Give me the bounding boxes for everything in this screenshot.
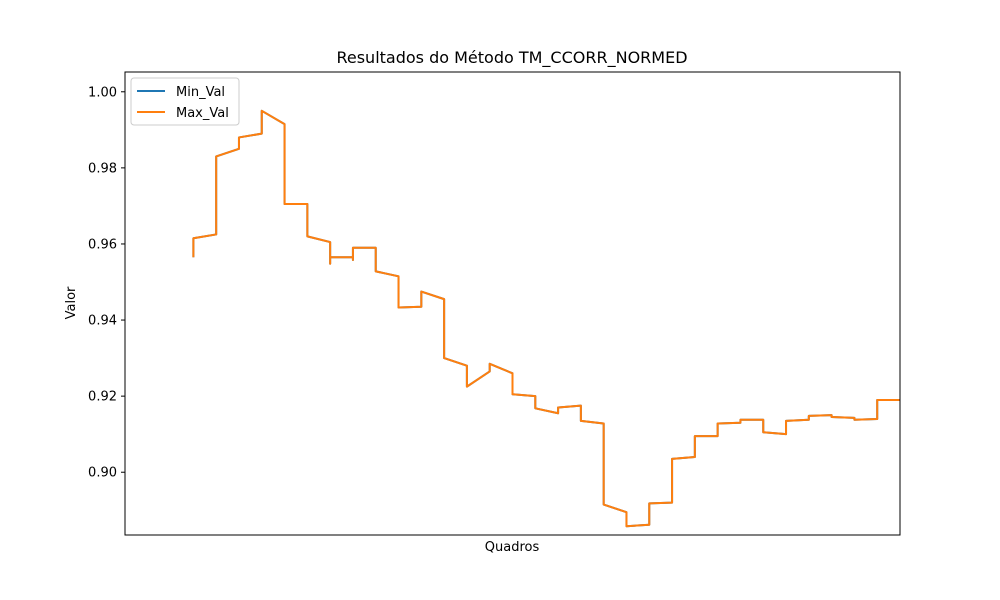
y-tick-label: 0.94 bbox=[88, 314, 117, 329]
plot-frame bbox=[124, 71, 901, 536]
x-axis-label: Quadros bbox=[485, 540, 540, 555]
legend-box bbox=[130, 77, 240, 126]
legend-label-min-val: Min_Val bbox=[176, 85, 225, 100]
series-layer bbox=[192, 109, 900, 528]
y-tick-label: 0.90 bbox=[88, 466, 117, 481]
y-tick-label: 0.98 bbox=[88, 161, 117, 176]
y-tick-label: 0.92 bbox=[88, 390, 117, 405]
chart-title: Resultados do Método TM_CCORR_NORMED bbox=[336, 48, 687, 68]
y-tick-label: 0.96 bbox=[88, 237, 117, 252]
y-axis-label: Valor bbox=[64, 286, 79, 319]
y-axis: 0.90 0.92 0.94 0.96 0.98 1.00 bbox=[88, 85, 125, 481]
y-tick-label: 1.00 bbox=[88, 85, 117, 100]
legend-label-max-val: Max_Val bbox=[176, 106, 229, 121]
series-line-max-val bbox=[192, 109, 900, 528]
legend: Min_Val Max_Val bbox=[130, 77, 240, 126]
